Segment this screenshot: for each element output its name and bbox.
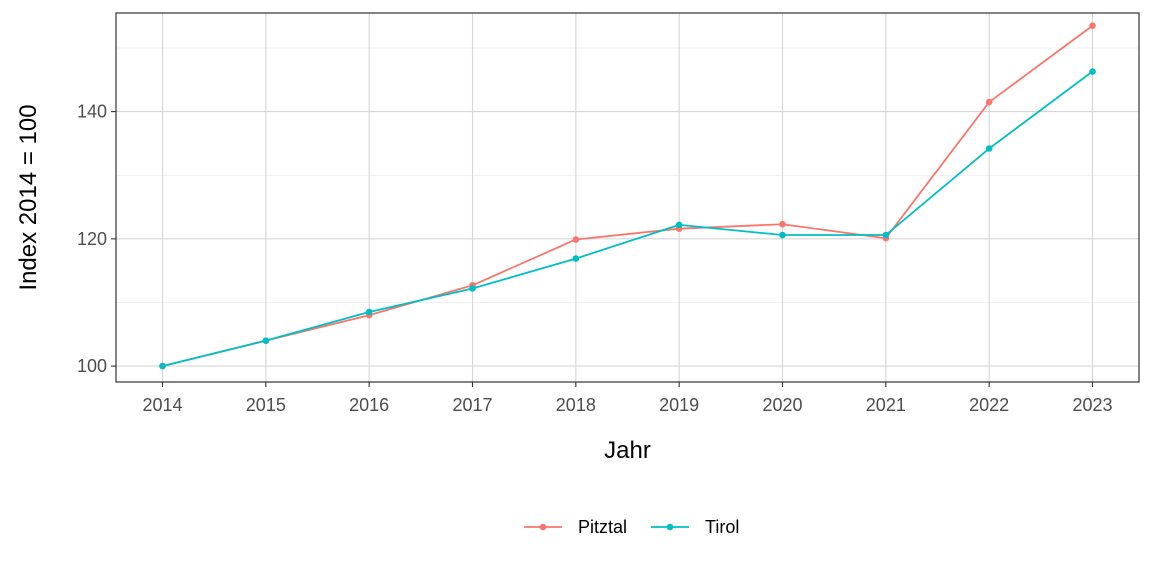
y-tick-label: 120 — [77, 229, 107, 249]
data-point — [469, 285, 476, 292]
data-point — [262, 337, 270, 344]
data-point — [572, 236, 580, 243]
data-point — [1089, 22, 1096, 30]
legend-label: Pitztal — [578, 517, 627, 537]
x-tick-label: 2015 — [246, 395, 286, 415]
x-tick-label: 2022 — [969, 395, 1009, 415]
legend-key-point — [539, 523, 547, 531]
legend: Pitztal Tirol — [524, 517, 739, 537]
data-point — [159, 362, 166, 370]
series-layer — [159, 22, 1096, 370]
x-tick-label: 2017 — [452, 395, 492, 415]
series-line — [162, 70, 1094, 367]
x-tick-label: 2021 — [866, 395, 906, 415]
major-gridlines — [116, 13, 1139, 382]
x-tick-label: 2018 — [556, 395, 596, 415]
data-point — [365, 308, 373, 316]
x-tick-label: 2020 — [762, 395, 802, 415]
y-axis-title: Index 2014 = 100 — [15, 104, 42, 290]
plot-panel-border — [115, 12, 1140, 383]
x-axis-title: Jahr — [604, 437, 651, 464]
legend-item-pitztal: Pitztal — [524, 517, 627, 537]
legend-label: Tirol — [705, 517, 739, 537]
x-tick-label: 2016 — [349, 395, 389, 415]
legend-item-tirol: Tirol — [651, 517, 739, 537]
data-point — [779, 220, 786, 228]
data-point — [572, 255, 580, 262]
x-tick-label: 2023 — [1072, 395, 1112, 415]
data-point — [779, 231, 786, 239]
y-tick-label: 100 — [77, 356, 107, 376]
y-axis: 100 120 140 — [77, 102, 116, 376]
series-line — [162, 25, 1094, 367]
legend-key-point — [666, 523, 674, 531]
series-tirol — [159, 68, 1096, 370]
minor-gridlines — [116, 47, 1139, 303]
data-point — [985, 145, 993, 152]
data-point — [1089, 68, 1096, 75]
data-point — [985, 98, 993, 106]
x-tick-label: 2019 — [659, 395, 699, 415]
data-point — [675, 221, 683, 229]
x-tick-label: 2014 — [142, 395, 182, 415]
x-axis: 2014 2015 2016 2017 2018 2019 2020 2021 2022 2023 — [142, 382, 1113, 415]
data-point — [882, 231, 890, 239]
y-tick-label: 140 — [77, 102, 107, 122]
